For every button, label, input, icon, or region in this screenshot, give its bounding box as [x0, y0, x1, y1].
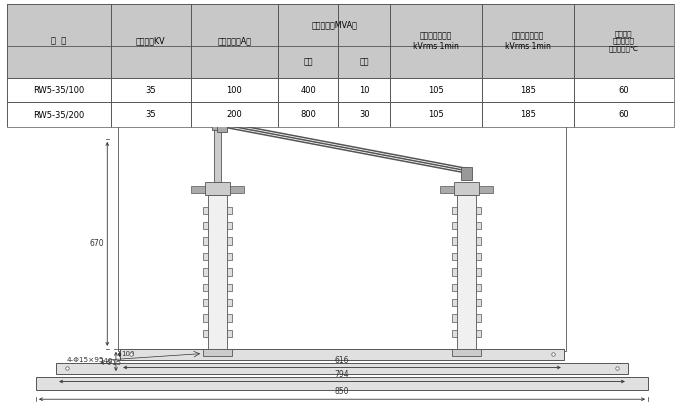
- Bar: [203, 207, 232, 214]
- Text: 200: 200: [226, 110, 242, 119]
- Text: 105: 105: [428, 86, 444, 94]
- Bar: [482, 102, 574, 127]
- Bar: [205, 182, 230, 195]
- Bar: [278, 78, 339, 102]
- Bar: [111, 78, 191, 102]
- Text: 断流容量（MVA）: 断流容量（MVA）: [311, 20, 357, 30]
- Bar: [191, 102, 278, 127]
- Text: 下限: 下限: [360, 57, 369, 66]
- Text: 4-Φ15×95: 4-Φ15×95: [67, 357, 105, 363]
- Bar: [215, 82, 222, 124]
- Bar: [203, 314, 232, 322]
- Bar: [452, 222, 481, 230]
- Text: 100: 100: [122, 352, 135, 357]
- Text: 850: 850: [334, 387, 350, 396]
- Bar: [203, 284, 232, 291]
- Bar: [120, 349, 564, 360]
- Text: 400: 400: [300, 86, 316, 94]
- Text: 10: 10: [359, 86, 369, 94]
- Bar: [574, 102, 674, 127]
- Bar: [203, 238, 232, 245]
- Text: 100: 100: [226, 86, 242, 94]
- Text: 除熔丝管
上的导电部
份允许温升℃: 除熔丝管 上的导电部 份允许温升℃: [609, 30, 639, 52]
- Bar: [191, 78, 278, 102]
- Text: 型  号: 型 号: [51, 37, 66, 45]
- Bar: [278, 102, 339, 127]
- Bar: [230, 186, 244, 193]
- Bar: [390, 102, 482, 127]
- Bar: [339, 4, 390, 78]
- Text: 616: 616: [334, 356, 350, 365]
- Bar: [574, 4, 674, 78]
- Bar: [203, 299, 232, 307]
- Text: RW5-35/100: RW5-35/100: [33, 86, 84, 94]
- Bar: [214, 124, 221, 182]
- Text: 185: 185: [520, 86, 536, 94]
- Bar: [574, 78, 674, 102]
- Bar: [390, 78, 482, 102]
- Bar: [208, 195, 227, 349]
- Bar: [203, 349, 232, 357]
- Bar: [191, 4, 278, 78]
- Bar: [452, 268, 481, 276]
- Text: 185: 185: [520, 110, 536, 119]
- Text: 35: 35: [145, 86, 156, 94]
- Text: 额定电流（A）: 额定电流（A）: [218, 37, 252, 45]
- Bar: [482, 78, 574, 102]
- Bar: [7, 102, 111, 127]
- Bar: [7, 4, 111, 78]
- Text: 60: 60: [618, 86, 629, 94]
- Bar: [217, 119, 227, 131]
- Bar: [479, 186, 493, 193]
- Text: 794: 794: [334, 370, 350, 379]
- Bar: [457, 195, 476, 349]
- Bar: [452, 349, 481, 357]
- Bar: [452, 253, 481, 260]
- Bar: [36, 377, 648, 390]
- Bar: [440, 186, 454, 193]
- Bar: [118, 73, 566, 351]
- Bar: [461, 167, 473, 180]
- Text: RW5-35/200: RW5-35/200: [33, 110, 84, 119]
- Bar: [191, 186, 205, 193]
- Text: 140: 140: [99, 359, 112, 364]
- Bar: [203, 253, 232, 260]
- Bar: [211, 119, 223, 130]
- Text: 35: 35: [145, 110, 156, 119]
- Bar: [452, 207, 481, 214]
- Text: 105: 105: [428, 110, 444, 119]
- Text: 60: 60: [618, 110, 629, 119]
- Bar: [203, 330, 232, 337]
- Bar: [278, 4, 339, 78]
- Bar: [390, 4, 482, 78]
- Bar: [203, 222, 232, 230]
- Text: 工频干耐受电压
kVrms 1min: 工频干耐受电压 kVrms 1min: [413, 31, 459, 51]
- Text: 30: 30: [359, 110, 369, 119]
- Bar: [203, 268, 232, 276]
- Bar: [111, 4, 191, 78]
- Bar: [339, 78, 390, 102]
- Bar: [454, 182, 479, 195]
- Bar: [482, 4, 574, 78]
- Bar: [452, 314, 481, 322]
- Bar: [452, 330, 481, 337]
- Text: 工频湿耐受电压
kVrms 1min: 工频湿耐受电压 kVrms 1min: [505, 31, 551, 51]
- Bar: [111, 102, 191, 127]
- Text: 800: 800: [300, 110, 316, 119]
- Bar: [339, 102, 390, 127]
- Text: 上限: 上限: [304, 57, 313, 66]
- Bar: [56, 363, 628, 374]
- Text: 额定电压KV: 额定电压KV: [136, 37, 166, 45]
- Text: 670: 670: [89, 240, 104, 248]
- Bar: [7, 78, 111, 102]
- Text: 4-Φ15: 4-Φ15: [99, 360, 122, 366]
- Bar: [452, 238, 481, 245]
- Bar: [452, 284, 481, 291]
- Bar: [452, 299, 481, 307]
